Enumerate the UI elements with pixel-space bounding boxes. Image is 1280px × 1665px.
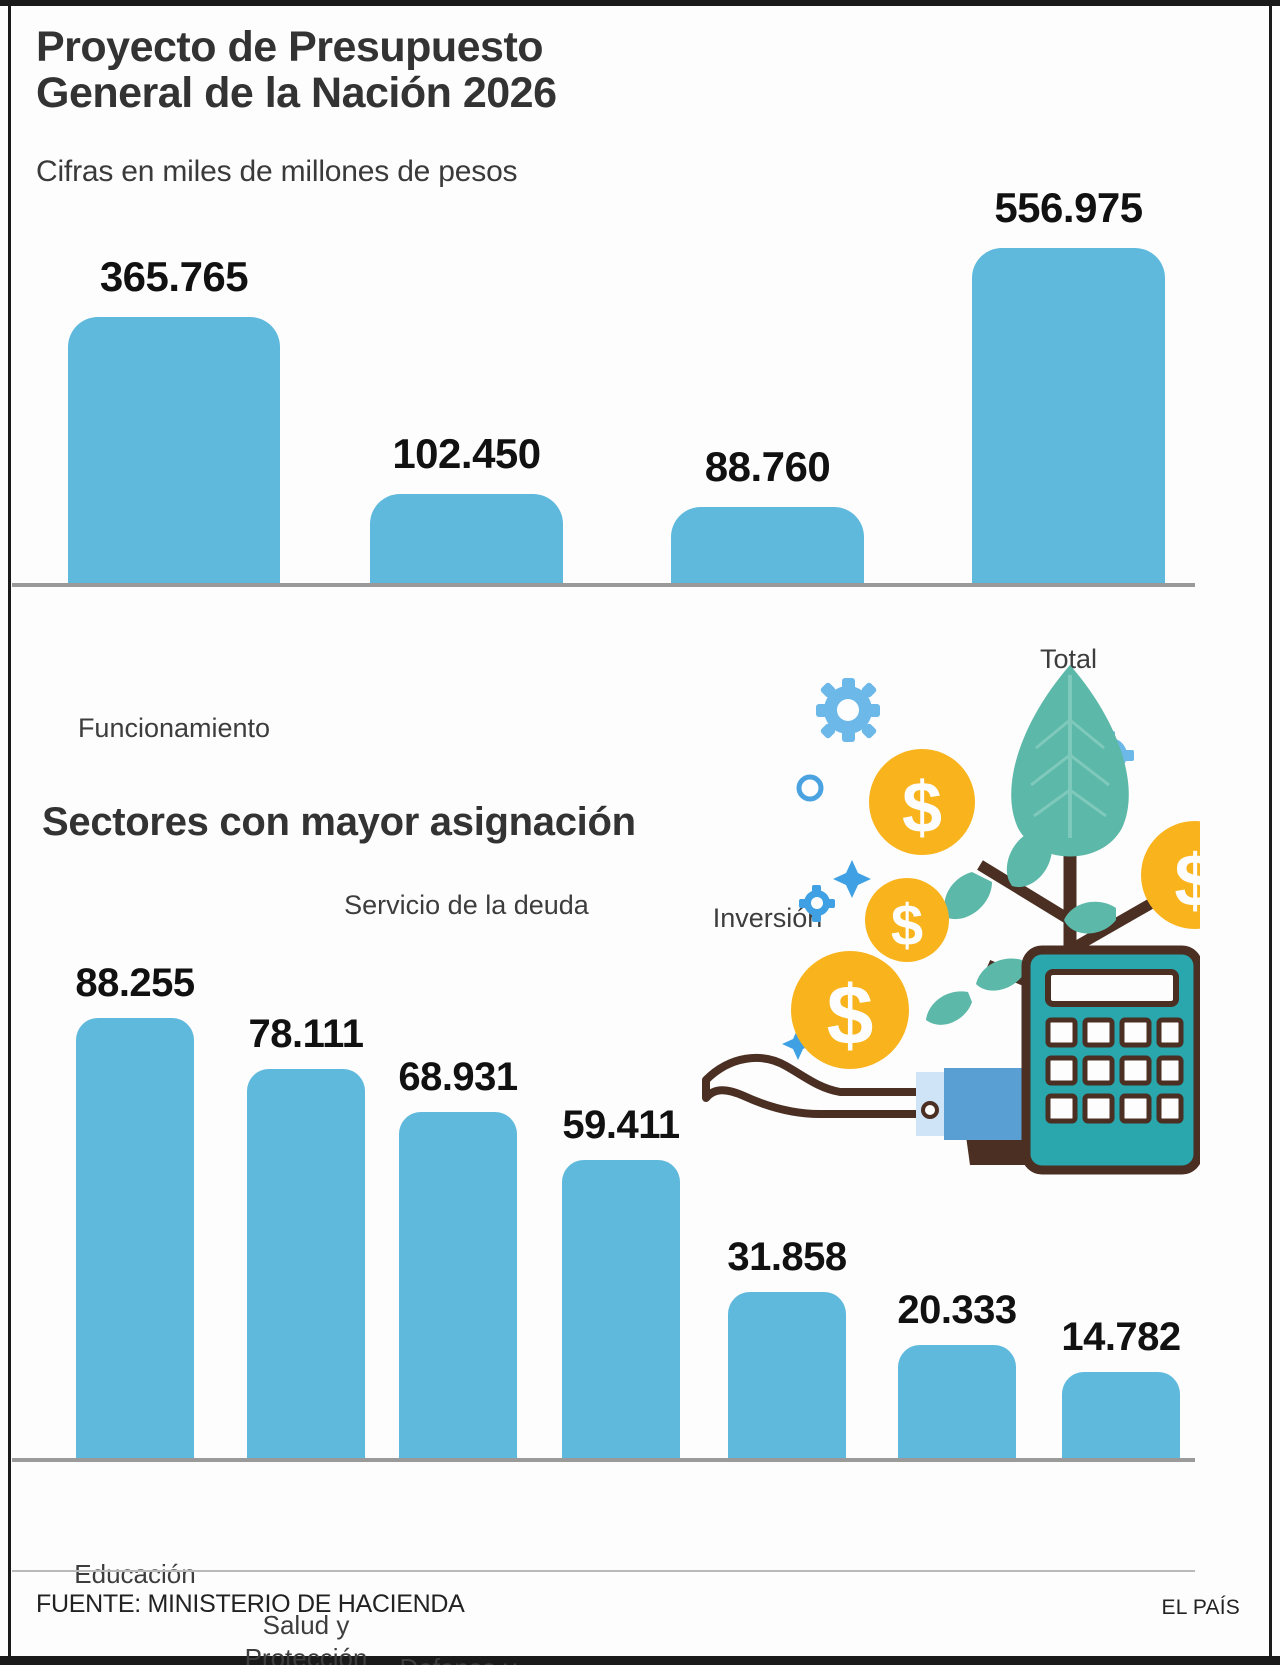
plant-leaf-main — [1011, 665, 1129, 857]
chart2-category-label-1-line1: Salud y — [262, 1610, 350, 1640]
chart2-bar-4[interactable] — [728, 1292, 846, 1458]
chart2-bar-group-4: 31.858 Hacienda — [727, 1235, 847, 1458]
page-title-line-2: General de la Nación 2026 — [36, 69, 557, 117]
coin-icon-1: $ — [869, 749, 975, 855]
chart2-category-label-0-line1: Educación — [74, 1559, 196, 1589]
chart2-bar-1[interactable] — [247, 1069, 365, 1458]
chart-budget-overview: 365.765 Funcionamiento 102.450 Servicio … — [0, 184, 1200, 933]
chart2-bar-group-5: 20.333 Transporte — [897, 1288, 1017, 1458]
chart1-bar-2[interactable] — [671, 507, 864, 583]
chart2-category-label-1: Salud y Protección Social — [217, 1609, 395, 1665]
frame-border-right — [1269, 6, 1272, 1656]
chart2-axis-baseline — [12, 1458, 1195, 1462]
svg-text:$: $ — [902, 768, 942, 848]
chart2-value-label-3: 59.411 — [562, 1103, 680, 1147]
source-credit: FUENTE: MINISTERIO DE HACIENDA — [36, 1590, 465, 1618]
gear-decoration-icon — [816, 678, 880, 742]
chart1-category-label-0: Funcionamiento — [77, 713, 271, 743]
chart1-bar-group-1: 102.450 Servicio de la deuda — [344, 430, 589, 920]
coin-icon-3: $ — [865, 878, 949, 962]
chart2-value-label-4: 31.858 — [727, 1235, 847, 1279]
svg-text:$: $ — [891, 893, 923, 958]
svg-text:$: $ — [827, 968, 874, 1062]
chart2-value-label-5: 20.333 — [897, 1288, 1017, 1332]
coin-icon-2: $ — [1141, 821, 1249, 929]
chart1-bar-0[interactable] — [68, 317, 280, 583]
chart1-value-label-3: 556.975 — [994, 184, 1143, 231]
chart2-value-label-1: 78.111 — [248, 1012, 364, 1056]
chart2-category-label-1-line2: Protección — [244, 1643, 368, 1665]
chart-sector-allocation: 88.255 Educación 78.111 Salud y Protecci… — [0, 930, 1200, 1665]
gear-decoration-small-icon — [796, 774, 824, 802]
chart2-bar-3[interactable] — [562, 1160, 680, 1458]
chart2-bar-5[interactable] — [898, 1345, 1016, 1458]
footer-divider — [12, 1570, 1195, 1572]
gear-decoration-icon-2 — [799, 885, 835, 922]
calculator-icon — [1021, 945, 1203, 1175]
chart1-bar-group-0: 365.765 Funcionamiento — [68, 253, 280, 743]
chart1-category-label-1: Servicio de la deuda — [344, 890, 589, 920]
chart1-bar-1[interactable] — [370, 494, 563, 583]
svg-text:$: $ — [1174, 839, 1200, 922]
chart2-bar-group-0: 88.255 Educación — [74, 961, 195, 1589]
sparkle-icon — [782, 860, 871, 1060]
chart2-bar-6[interactable] — [1062, 1372, 1180, 1458]
chart1-bar-3[interactable] — [972, 248, 1165, 583]
chart2-value-label-6: 14.782 — [1061, 1315, 1181, 1359]
chart2-bar-group-3: 59.411 Trabajo — [562, 1103, 680, 1458]
chart2-bar-group-6: 14.782 Inclusión social — [1061, 1315, 1181, 1458]
chart2-bar-0[interactable] — [76, 1018, 194, 1458]
chart2-bar-group-1: 78.111 Salud y Protección Social — [245, 1012, 368, 1665]
page-title-line-1: Proyecto de Presupuesto — [36, 23, 544, 71]
chart2-value-label-0: 88.255 — [75, 961, 195, 1005]
chart2-value-label-2: 68.931 — [398, 1055, 518, 1099]
chart1-bar-group-2: 88.760 Inversión — [671, 443, 864, 933]
frame-border-top — [0, 0, 1280, 6]
frame-border-left — [8, 6, 11, 1656]
chart2-category-label-0: Educación — [46, 1558, 224, 1591]
section-title-sectors: Sectores con mayor asignación — [42, 800, 636, 844]
page-title: Proyecto de Presupuesto General de la Na… — [36, 24, 796, 116]
chart1-value-label-0: 365.765 — [99, 253, 249, 300]
chart1-value-label-2: 88.760 — [704, 443, 831, 490]
publisher-brand: EL PAÍS — [1161, 1596, 1240, 1619]
coin-icon-large: $ — [791, 951, 909, 1069]
chart2-category-label-2-line1: Defensa y — [369, 1652, 547, 1665]
page-subtitle: Cifras en miles de millones de pesos — [36, 155, 518, 188]
chart2-bar-2[interactable] — [399, 1112, 517, 1458]
chart2-category-label-2: Defensa y Policía — [369, 1652, 547, 1665]
chart2-bar-group-2: 68.931 Defensa y Policía — [398, 1055, 518, 1665]
chart1-bar-group-3: 556.975 Total — [972, 184, 1165, 674]
frame-border-bottom — [0, 1656, 1280, 1665]
chart1-axis-baseline — [12, 583, 1195, 587]
chart1-value-label-1: 102.450 — [392, 430, 541, 477]
